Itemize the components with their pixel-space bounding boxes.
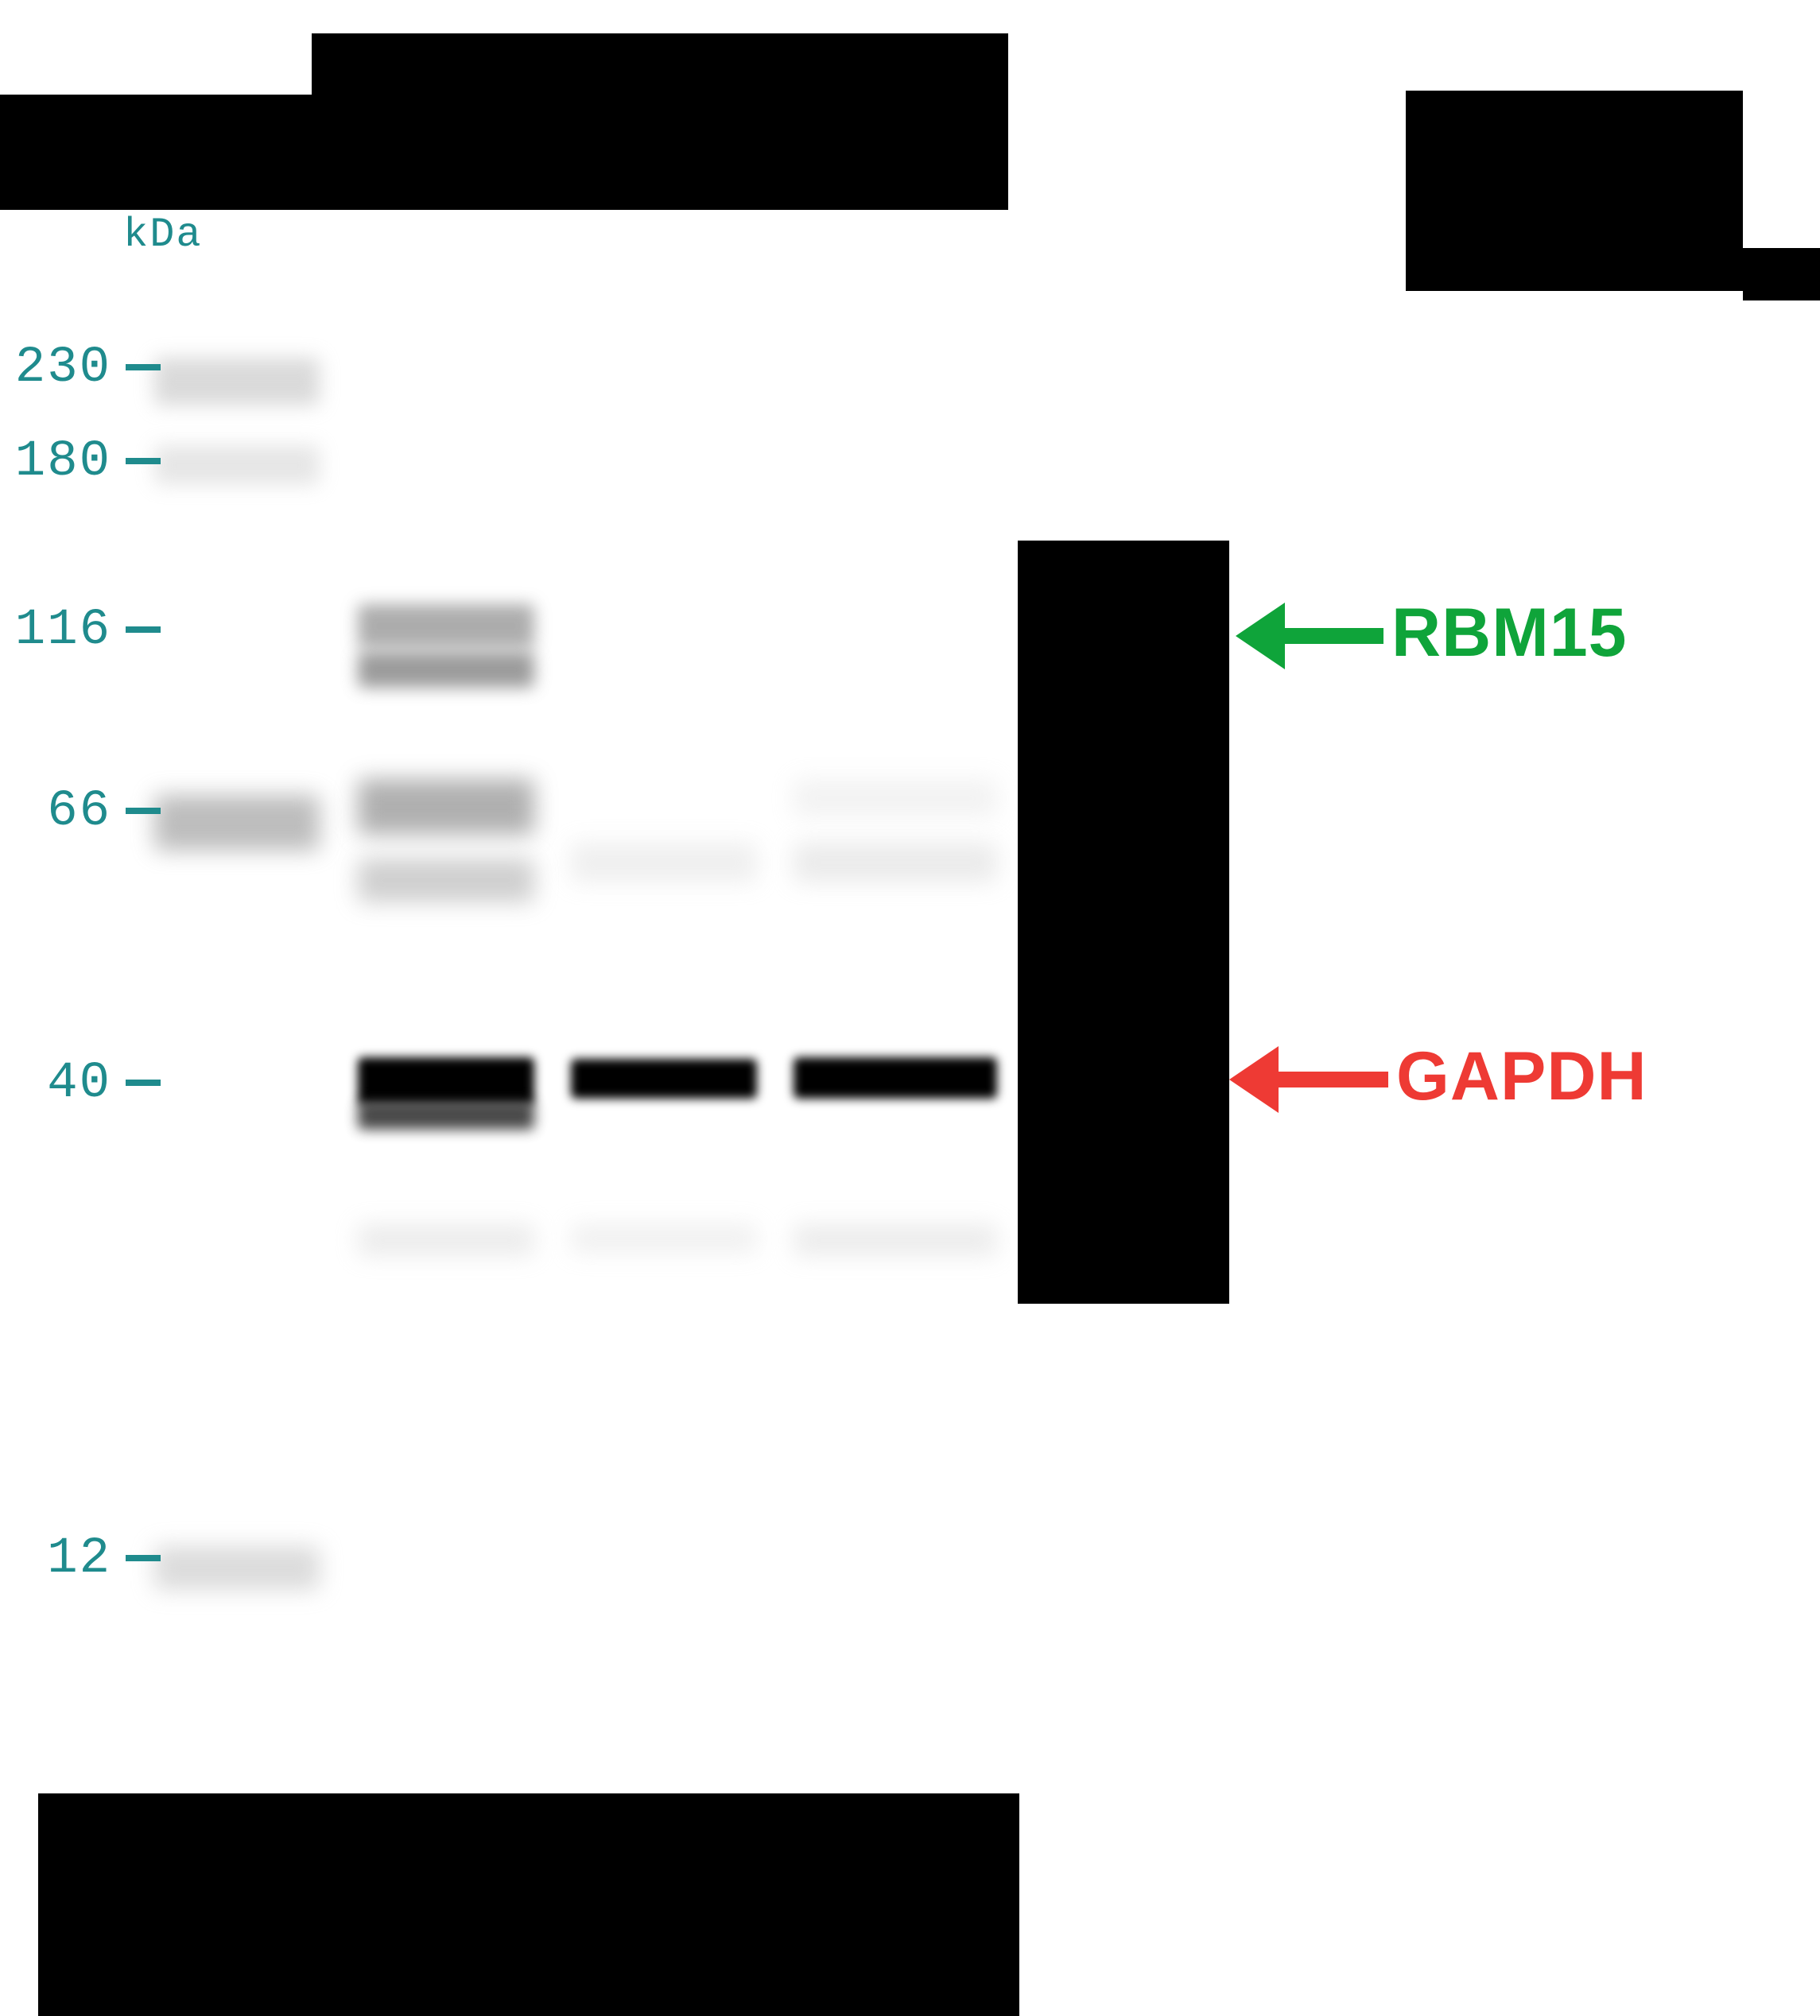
mw-marker-label: 116: [0, 602, 111, 659]
gel-band: [154, 795, 320, 851]
mw-marker-label: 230: [0, 339, 111, 397]
gel-band: [154, 1546, 320, 1590]
mw-marker-label: 180: [0, 433, 111, 490]
lane-separator: [549, 248, 560, 1687]
gel-band: [794, 779, 997, 817]
lane-separator: [771, 248, 782, 1687]
gel-band: [358, 604, 534, 648]
gel-band: [154, 358, 320, 405]
kda-header: kDa: [123, 211, 203, 258]
redaction-box: [1406, 91, 1743, 291]
gel-band: [358, 652, 534, 688]
gapdh-label: GAPDH: [1396, 1037, 1647, 1116]
gel-band: [794, 1224, 997, 1256]
gel-band: [358, 1101, 534, 1130]
gel-band: [154, 445, 320, 485]
gel-band: [358, 779, 534, 835]
redaction-box: [1743, 248, 1820, 300]
redaction-box: [312, 33, 1008, 210]
lane-separator: [334, 248, 345, 1687]
mw-marker-tick: [126, 458, 161, 464]
mw-marker-tick: [126, 808, 161, 814]
gel-band: [358, 1224, 534, 1256]
gel-band: [358, 1057, 534, 1105]
redaction-box: [38, 1793, 1019, 2016]
mw-marker-tick: [126, 1555, 161, 1561]
mw-marker-tick: [126, 364, 161, 370]
gel-band: [358, 859, 534, 902]
redaction-box: [1018, 541, 1229, 1304]
gapdh-arrow-icon: [1229, 1038, 1388, 1121]
gel-area: [127, 248, 1018, 1687]
rbm15-label: RBM15: [1391, 594, 1628, 673]
gel-band: [571, 843, 757, 882]
gel-band: [571, 1224, 757, 1253]
gel-band: [571, 1059, 757, 1099]
redaction-box: [0, 95, 312, 210]
western-blot-figure: kDa 230 180 116 66 40 12 RBM15 GAPDH: [0, 0, 1820, 2016]
gel-band: [794, 843, 997, 882]
mw-marker-tick: [126, 1080, 161, 1086]
mw-marker-label: 12: [0, 1530, 111, 1588]
mw-marker-tick: [126, 626, 161, 633]
mw-marker-label: 40: [0, 1055, 111, 1112]
gel-band: [794, 1057, 997, 1099]
mw-marker-label: 66: [0, 783, 111, 840]
rbm15-arrow-icon: [1236, 595, 1383, 677]
